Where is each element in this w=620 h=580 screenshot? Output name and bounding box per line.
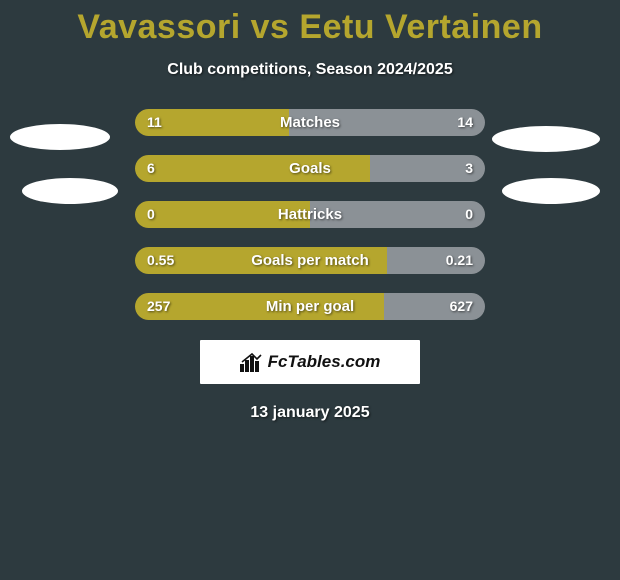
stat-label: Matches [135,109,485,136]
brand-text: FcTables.com [268,352,381,372]
decorative-ellipse [22,178,118,204]
page-title: Vavassori vs Eetu Vertainen [0,0,620,47]
stat-row: 1114Matches [135,109,485,136]
decorative-ellipse [502,178,600,204]
date-label: 13 january 2025 [0,404,620,422]
brand-logo: FcTables.com [200,340,420,384]
stat-row: 63Goals [135,155,485,182]
subtitle: Club competitions, Season 2024/2025 [0,61,620,79]
stat-label: Min per goal [135,293,485,320]
chart-icon [240,352,264,372]
stat-row: 0.550.21Goals per match [135,247,485,274]
stat-row: 00Hattricks [135,201,485,228]
decorative-ellipse [10,124,110,150]
stat-label: Goals per match [135,247,485,274]
stat-row: 257627Min per goal [135,293,485,320]
comparison-bars: 1114Matches 63Goals 00Hattricks 0.550.21Goa… [135,109,485,320]
stat-label: Hattricks [135,201,485,228]
stat-label: Goals [135,155,485,182]
decorative-ellipse [492,126,600,152]
